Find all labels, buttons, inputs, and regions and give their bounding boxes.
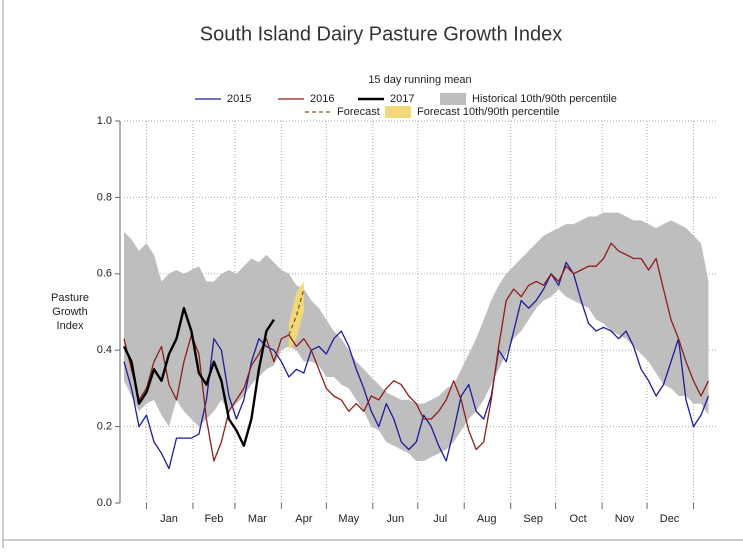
x-tick-label: Aug [477,513,497,525]
y-tick-label: 0.0 [97,497,112,509]
x-tick-label: Dec [660,513,680,525]
legend-swatch [385,106,411,118]
series-line [123,242,710,462]
x-tick-label: Jul [433,513,447,525]
legend-swatch [440,93,466,105]
x-tick-label: Jan [160,513,178,525]
y-tick-label: 0.6 [97,268,112,280]
series-line [123,261,710,470]
chart-title: South Island Dairy Pasture Growth Index [200,23,562,45]
series-line [288,288,305,336]
x-tick-label: Apr [295,513,312,525]
x-tick-label: May [338,513,359,525]
x-tick-label: Sep [523,513,543,525]
x-tick-label: Mar [248,513,267,525]
y-tick-label: 1.0 [97,115,112,127]
legend-label: Forecast 10th/90th percentile [417,106,559,118]
x-tick-label: Feb [204,513,223,525]
x-tick-label: Nov [615,513,635,525]
x-tick-label: Jun [386,513,404,525]
x-tick-label: Oct [570,513,587,525]
y-tick-label: 0.8 [97,191,112,203]
y-tick-label: 0.2 [97,421,112,433]
legend-label: Historical 10th/90th percentile [472,93,617,105]
series-line [122,307,275,447]
legend-label: Forecast [337,106,380,118]
y-axis-label: Growth [52,306,87,318]
legend-label: 2015 [227,93,251,105]
y-axis-label: Index [57,320,84,332]
chart-subtitle: 15 day running mean [368,74,471,86]
y-tick-label: 0.4 [97,344,112,356]
legend-label: 2017 [390,93,414,105]
y-axis-label: Pasture [51,292,89,304]
legend-label: 2016 [310,93,334,105]
band [288,281,304,351]
